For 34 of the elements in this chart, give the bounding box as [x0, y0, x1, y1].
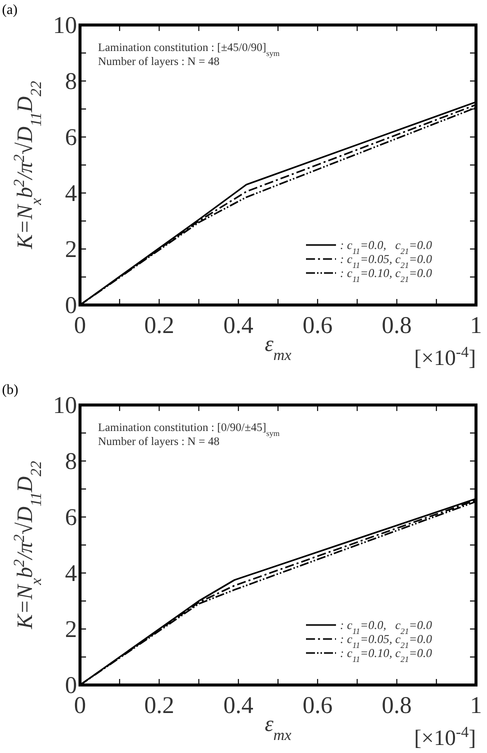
y-tick-label: 0: [65, 673, 77, 699]
annotation: Number of layers : N = 48: [98, 56, 220, 68]
legend-label: : c$_{11}$=0.0, c$_{21}$=0.0: [340, 238, 432, 256]
x-tick-label: 1: [470, 693, 482, 719]
y-tick-label: 6: [65, 125, 77, 151]
x-tick-label: 0.4: [223, 693, 254, 719]
x-tick-label: 0.2: [144, 693, 174, 719]
y-tick-label: 8: [65, 449, 77, 475]
legend-label: : c$_{11}$=0.0, c$_{21}$=0.0: [340, 618, 432, 636]
x-tick-label: 0.8: [382, 313, 412, 339]
text: [×10$^{-4}$]: [414, 344, 476, 370]
y-tick-label: 2: [65, 617, 77, 643]
x-tick-label: 1: [470, 313, 482, 339]
y-tick-label: 10: [53, 393, 77, 419]
x-axis-title: ε$_{mx}$: [264, 331, 292, 364]
x-tick-label: 0.4: [223, 313, 254, 339]
chart-title: (b): [2, 383, 19, 398]
x-tick-label: 0.6: [302, 313, 333, 339]
text: [×10$^{-4}$]: [414, 724, 476, 750]
x-axis-title: ε$_{mx}$: [264, 711, 292, 744]
y-tick-label: 2: [65, 237, 77, 263]
x-tick-label: 0.8: [382, 693, 412, 719]
y-tick-label: 4: [65, 181, 77, 207]
annotation: Lamination constitution : [0/90/±45]$_{sym}$: [98, 422, 280, 438]
x-tick-label: 0.6: [302, 693, 333, 719]
annotation: Lamination constitution : [±45/0/90]$_{sym}$: [98, 42, 280, 58]
y-tick-label: 10: [53, 13, 77, 39]
y-tick-label: 0: [65, 293, 77, 319]
y-tick-label: 6: [65, 505, 77, 531]
y-tick-label: 8: [65, 69, 77, 95]
annotation: Number of layers : N = 48: [98, 436, 220, 448]
chart-title: (a): [2, 3, 18, 18]
x-tick-label: 0.2: [144, 313, 174, 339]
y-tick-label: 4: [65, 561, 77, 587]
